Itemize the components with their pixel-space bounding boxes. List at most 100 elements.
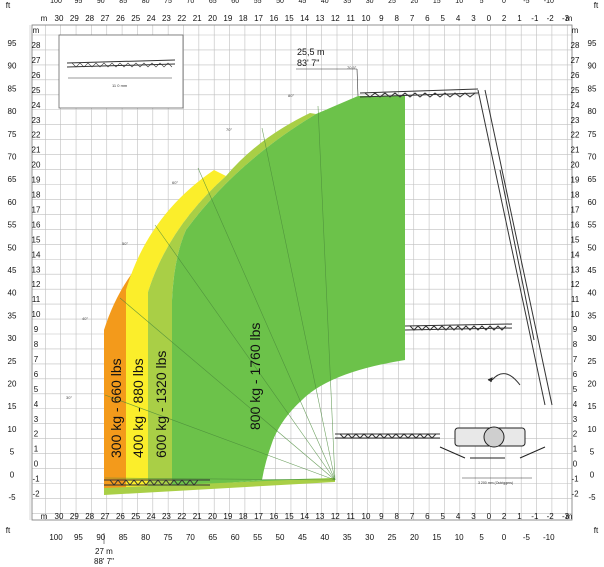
top-ft-tick: 45 bbox=[299, 0, 307, 5]
left-m-tick: 11 bbox=[32, 295, 41, 304]
zone-label-600kg: 600 kg - 1320 lbs bbox=[153, 351, 169, 458]
left-m-tick: 10 bbox=[32, 310, 41, 319]
top-m-tick: 29 bbox=[70, 14, 79, 23]
left-m-tick: 20 bbox=[32, 161, 41, 170]
m-unit-left: m bbox=[33, 26, 40, 35]
bottom-m-tick: 20 bbox=[208, 512, 217, 521]
right-m-tick: 26 bbox=[571, 71, 580, 80]
inset-thumbnail: 11 0 mm bbox=[58, 34, 184, 109]
right-ft-tick: 25 bbox=[588, 357, 597, 366]
top-m-tick: 11 bbox=[346, 14, 355, 23]
left-ft-tick: 75 bbox=[8, 130, 17, 139]
left-ft-tick: 70 bbox=[8, 153, 17, 162]
bottom-ft-tick: 10 bbox=[455, 533, 464, 542]
bottom-m-tick: 2 bbox=[502, 512, 507, 521]
top-ft-tick: 60 bbox=[231, 0, 239, 5]
bottom-m-tick: 18 bbox=[239, 512, 248, 521]
bottom-m-tick: 3 bbox=[471, 512, 476, 521]
top-m-tick: 16 bbox=[269, 14, 278, 23]
bottom-ft-tick: 100 bbox=[49, 533, 63, 542]
right-ft-tick: 75 bbox=[588, 130, 597, 139]
top-m-tick: 22 bbox=[177, 14, 186, 23]
right-ft-tick: 95 bbox=[588, 39, 597, 48]
angle-80: 80° bbox=[288, 93, 294, 98]
bottom-m-tick: 9 bbox=[379, 512, 384, 521]
left-m-tick: 0 bbox=[34, 460, 39, 469]
top-m-tick: 18 bbox=[239, 14, 248, 23]
top-ft-tick: 35 bbox=[343, 0, 351, 5]
bottom-ft-tick: 20 bbox=[410, 533, 419, 542]
top-m-tick: 1 bbox=[517, 14, 522, 23]
left-m-tick: 25 bbox=[32, 86, 41, 95]
zone-label-800kg: 800 kg - 1760 lbs bbox=[247, 323, 263, 430]
right-m-tick: 20 bbox=[571, 161, 580, 170]
inset-caption: 11 0 mm bbox=[112, 83, 128, 88]
bottom-ft-tick: 35 bbox=[343, 533, 352, 542]
bottom-ft-tick: -5 bbox=[523, 533, 531, 542]
right-ft-tick: 0 bbox=[590, 470, 595, 479]
top-m-tick: -3 bbox=[562, 14, 570, 23]
boom-drawings bbox=[104, 88, 553, 486]
top-m-tick: 27 bbox=[101, 14, 110, 23]
left-m-tick: 4 bbox=[34, 400, 39, 409]
left-m-tick: 6 bbox=[34, 370, 39, 379]
right-m-tick: 21 bbox=[571, 146, 580, 155]
left-ft-tick: 90 bbox=[8, 62, 17, 71]
top-ft-tick: 90 bbox=[97, 0, 105, 5]
left-m-tick: 12 bbox=[32, 280, 41, 289]
bottom-m-tick: 21 bbox=[193, 512, 202, 521]
angle-40: 40° bbox=[82, 316, 88, 321]
top-m-tick: 25 bbox=[131, 14, 140, 23]
left-m-tick: 26 bbox=[32, 71, 41, 80]
max-height-ft: 83' 7" bbox=[297, 58, 319, 68]
left-ft-tick: 45 bbox=[8, 266, 17, 275]
top-m-tick: 5 bbox=[441, 14, 446, 23]
bottom-ft-tick: 40 bbox=[320, 533, 329, 542]
right-m-tick: 11 bbox=[571, 295, 580, 304]
ft-unit-bottom-left: ft bbox=[6, 526, 11, 535]
top-m-tick: 20 bbox=[208, 14, 217, 23]
right-ft-tick: 15 bbox=[588, 402, 597, 411]
right-ft-tick: 85 bbox=[588, 84, 597, 93]
bottom-ft-tick: 70 bbox=[186, 533, 195, 542]
top-m-tick: 13 bbox=[315, 14, 324, 23]
zone-800kg bbox=[172, 96, 405, 488]
top-ft-tick: 30 bbox=[366, 0, 374, 5]
top-ft-tick: -10 bbox=[544, 0, 554, 5]
right-m-tick: 17 bbox=[571, 205, 580, 214]
top-ft-tick: 55 bbox=[254, 0, 262, 5]
left-m-tick: 5 bbox=[34, 385, 39, 394]
left-m-tick: 23 bbox=[32, 116, 41, 125]
right-m-tick: -2 bbox=[571, 490, 579, 499]
angle-marks: 80° 70° 60° 50° 40° 30° 70,5° bbox=[66, 65, 357, 400]
boom-ground bbox=[104, 479, 210, 486]
right-m-tick: -1 bbox=[571, 475, 579, 484]
top-ft-tick: 85 bbox=[119, 0, 127, 5]
top-m-tick: 9 bbox=[379, 14, 384, 23]
right-m-tick: 6 bbox=[573, 370, 578, 379]
ft-unit-top-right: ft bbox=[594, 1, 599, 10]
zone-lower-band bbox=[104, 478, 335, 495]
left-m-tick: 7 bbox=[34, 355, 39, 364]
left-m-tick: 1 bbox=[34, 445, 39, 454]
right-m-tick: 25 bbox=[571, 86, 580, 95]
right-ft-tick: 70 bbox=[588, 153, 597, 162]
bottom-ft-tick: -10 bbox=[543, 533, 555, 542]
bottom-m-tick: 23 bbox=[162, 512, 171, 521]
left-m-tick: 3 bbox=[34, 415, 39, 424]
left-m-tick: 19 bbox=[32, 176, 41, 185]
left-m-tick: 15 bbox=[32, 235, 41, 244]
bottom-m-tick: 22 bbox=[177, 512, 186, 521]
zone-label-300kg: 300 kg - 660 lbs bbox=[108, 358, 124, 458]
top-m-tick: 3 bbox=[471, 14, 476, 23]
right-m-tick: 5 bbox=[573, 385, 578, 394]
left-ft-tick: 35 bbox=[8, 311, 17, 320]
top-m-tick: 23 bbox=[162, 14, 171, 23]
angle-70-5: 70,5° bbox=[347, 65, 357, 70]
boom-top bbox=[359, 88, 479, 98]
left-m-tick: 14 bbox=[32, 250, 41, 259]
left-m-tick: 24 bbox=[32, 101, 41, 110]
right-m-tick: 16 bbox=[571, 220, 580, 229]
max-height-callout: 25,5 m 83' 7" bbox=[296, 47, 359, 97]
